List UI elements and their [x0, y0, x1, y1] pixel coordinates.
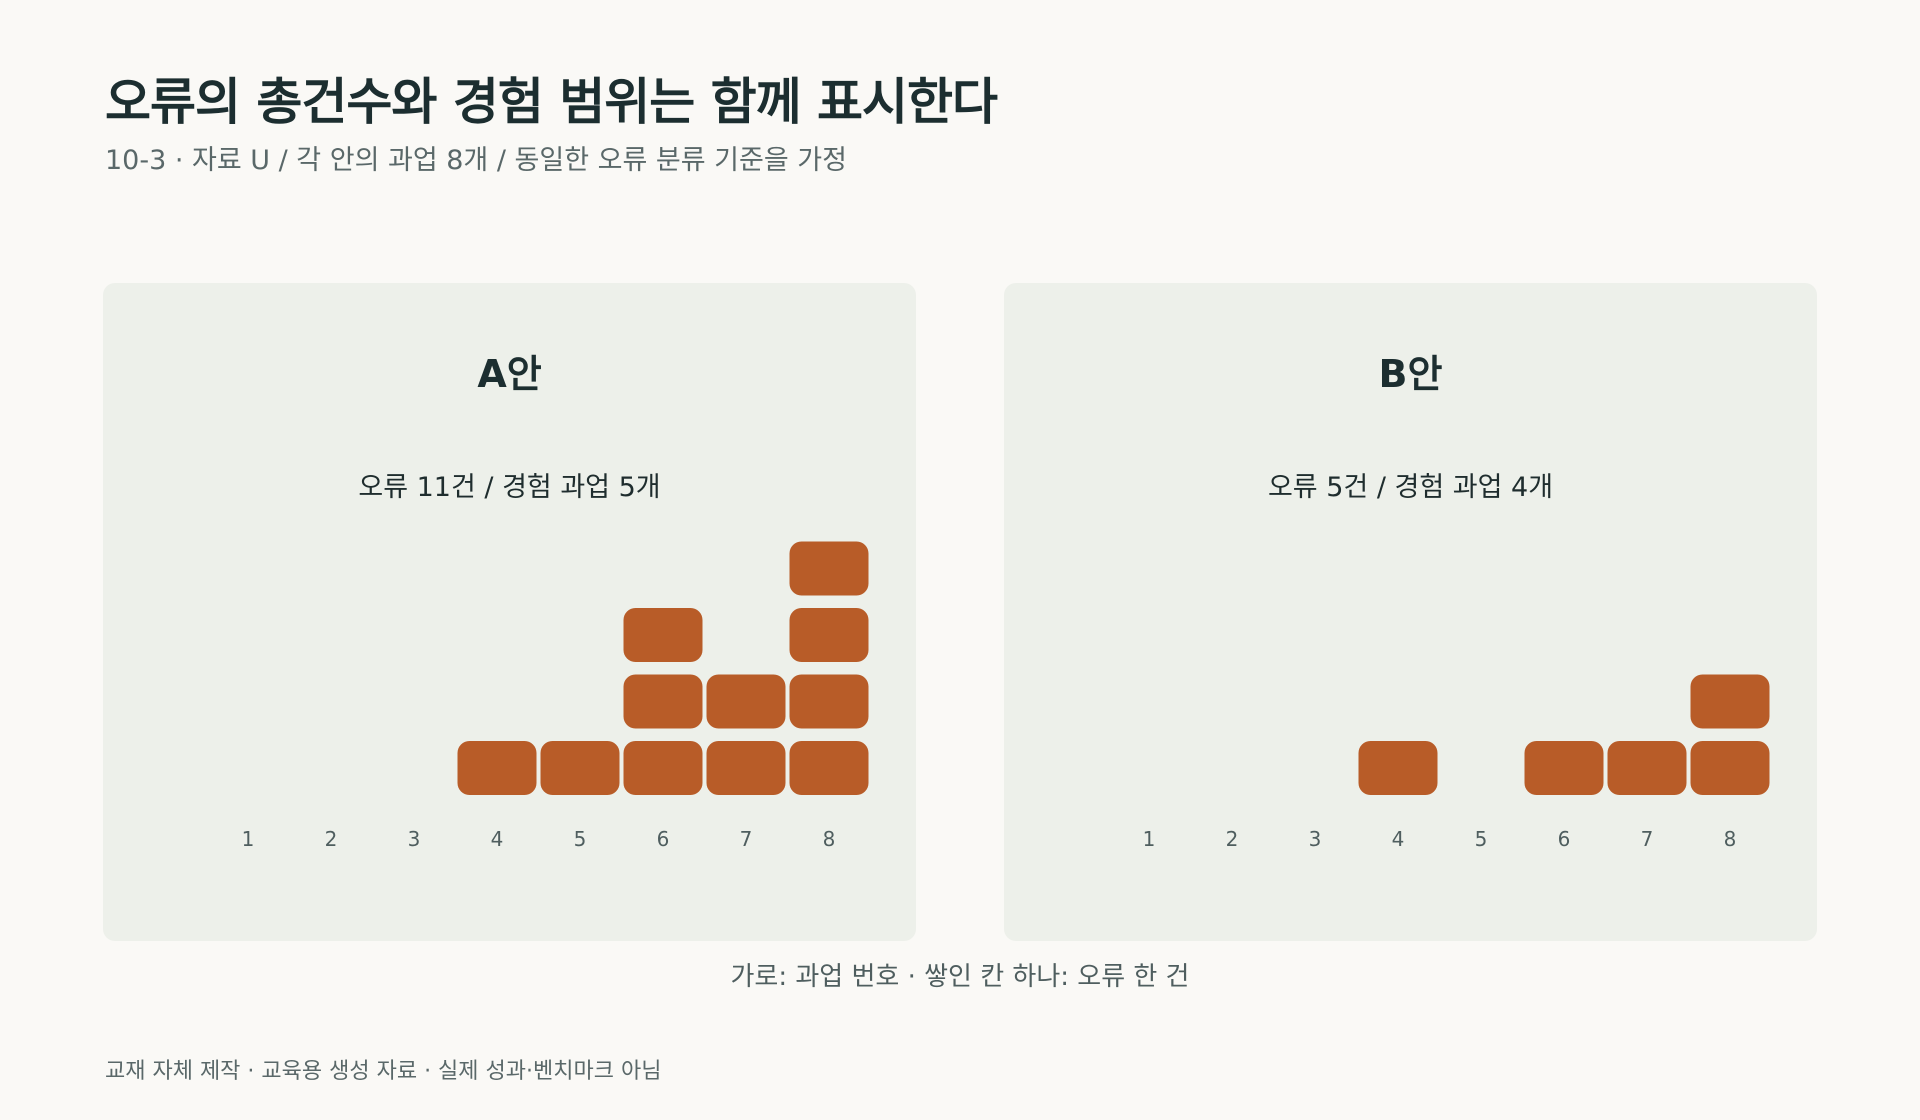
chart-caption: 가로: 과업 번호 · 쌓인 칸 하나: 오류 한 건	[730, 962, 1190, 992]
panel-b: B안 오류 5건 / 경험 과업 4개 1 2 3 4 5 6 7 8	[1004, 283, 1817, 941]
error-block-a-task-8-4	[789, 541, 869, 596]
error-block-a-task-6-2	[623, 674, 703, 729]
panel-a-title: A안	[477, 352, 542, 396]
x-tick-label-b-6: 6	[1558, 827, 1571, 851]
page-title: 오류의 총건수와 경험 범위는 함께 표시한다	[105, 73, 998, 131]
x-tick-label-b-8: 8	[1724, 827, 1737, 851]
error-block-a-task-6-1	[623, 741, 703, 795]
error-block-a-task-7-2	[706, 674, 786, 729]
x-tick-label-b-1: 1	[1143, 827, 1156, 851]
x-tick-label-b-3: 3	[1309, 827, 1322, 851]
panel-b-title: B안	[1378, 352, 1443, 396]
x-tick-label-a-8: 8	[823, 827, 836, 851]
chart-a: 1 2 3 4 5 6 7 8	[242, 541, 869, 851]
x-tick-label-b-2: 2	[1226, 827, 1239, 851]
panel-a: A안 오류 11건 / 경험 과업 5개 1 2 3 4 5 6 7 8	[103, 283, 916, 941]
x-tick-label-a-4: 4	[491, 827, 504, 851]
error-block-a-task-5-1	[540, 741, 620, 795]
x-tick-label-a-6: 6	[657, 827, 670, 851]
error-block-b-task-7-1	[1607, 741, 1687, 795]
error-block-b-task-6-1	[1524, 741, 1604, 795]
error-block-a-task-7-1	[706, 741, 786, 795]
x-tick-label-a-1: 1	[242, 827, 255, 851]
panel-b-summary: 오류 5건 / 경험 과업 4개	[1267, 472, 1554, 503]
x-tick-label-a-3: 3	[408, 827, 421, 851]
error-block-a-task-6-3	[623, 608, 703, 662]
x-tick-label-a-7: 7	[740, 827, 753, 851]
error-block-a-task-8-1	[789, 741, 869, 795]
chart-b: 1 2 3 4 5 6 7 8	[1143, 674, 1770, 851]
error-block-b-task-4-1	[1358, 741, 1438, 795]
x-tick-label-b-4: 4	[1392, 827, 1405, 851]
error-block-b-task-8-1	[1690, 741, 1770, 795]
x-tick-label-a-5: 5	[574, 827, 587, 851]
error-block-a-task-4-1	[457, 741, 537, 795]
x-tick-label-b-5: 5	[1475, 827, 1488, 851]
footer-note: 교재 자체 제작 · 교육용 생성 자료 · 실제 성과·벤치마크 아님	[105, 1059, 662, 1084]
panel-a-summary: 오류 11건 / 경험 과업 5개	[358, 472, 661, 503]
error-block-b-task-8-2	[1690, 674, 1770, 729]
x-tick-label-b-7: 7	[1641, 827, 1654, 851]
error-block-a-task-8-3	[789, 608, 869, 662]
error-block-a-task-8-2	[789, 674, 869, 729]
page-subtitle: 10-3 · 자료 U / 각 안의 과업 8개 / 동일한 오류 분류 기준을…	[105, 145, 847, 176]
x-tick-label-a-2: 2	[325, 827, 338, 851]
